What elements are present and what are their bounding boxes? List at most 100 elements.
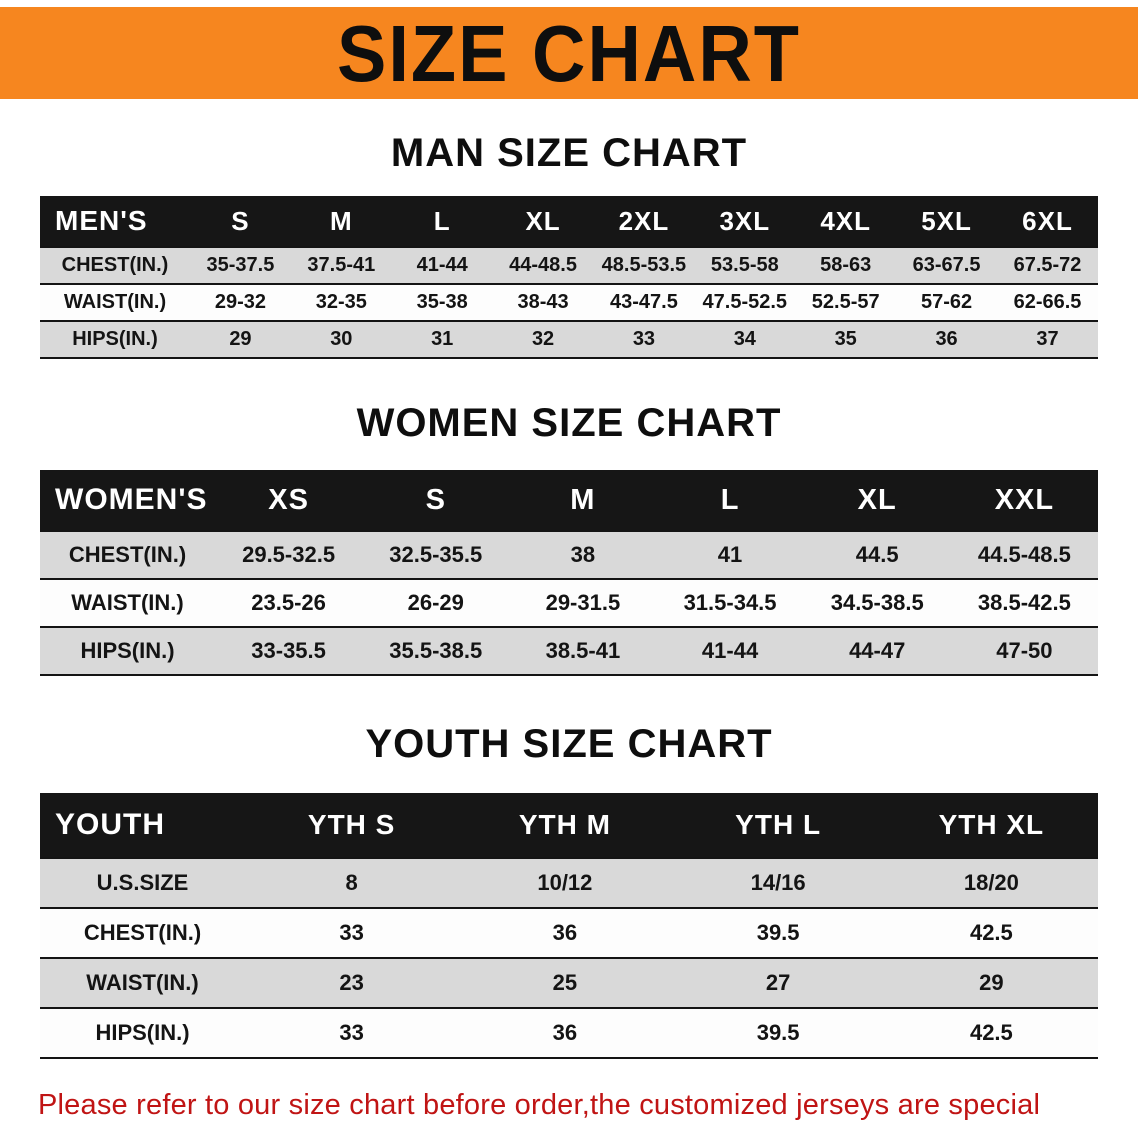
row-label: U.S.SIZE bbox=[96, 870, 189, 895]
row-label: CHEST(IN.) bbox=[83, 920, 202, 945]
column-header: L bbox=[391, 196, 493, 247]
row-label: CHEST(IN.) bbox=[68, 542, 187, 567]
table-corner-label: YOUTH bbox=[40, 793, 245, 858]
table-cell: 67.5-72 bbox=[1013, 254, 1082, 276]
column-header: XS bbox=[215, 470, 363, 531]
table-row: CHEST(IN.) 29.5-32.5 32.5-35.5 38 41 44.5 44.5… bbox=[40, 531, 1098, 579]
column-header: YTH S bbox=[245, 793, 459, 858]
column-header: 6XL bbox=[997, 196, 1098, 247]
table-cell: 42.5 bbox=[969, 920, 1013, 945]
column-header: M bbox=[509, 470, 657, 531]
table-cell: 33-35.5 bbox=[251, 638, 326, 663]
table-cell: 14/16 bbox=[750, 870, 806, 895]
table-cell: 23 bbox=[339, 970, 364, 995]
table-cell: 32.5-35.5 bbox=[389, 542, 483, 567]
table-row: CHEST(IN.) 33 36 39.5 42.5 bbox=[40, 908, 1098, 958]
table-cell: 41-44 bbox=[416, 254, 468, 276]
row-label: WAIST(IN.) bbox=[63, 291, 167, 313]
table-cell: 32 bbox=[531, 328, 555, 350]
column-header: YTH M bbox=[458, 793, 672, 858]
table-header-row: MEN'S S M L XL 2XL 3XL 4XL 5XL 6XL bbox=[40, 196, 1098, 247]
table-cell: 8 bbox=[345, 870, 358, 895]
table-cell: 34 bbox=[733, 328, 756, 350]
table-cell: 37 bbox=[1036, 328, 1059, 350]
table-row: CHEST(IN.) 35-37.5 37.5-41 41-44 44-48.5 48.5… bbox=[40, 247, 1098, 284]
table-cell: 35-37.5 bbox=[206, 254, 275, 276]
table-cell: 38.5-42.5 bbox=[977, 590, 1071, 615]
column-header: 5XL bbox=[896, 196, 997, 247]
table-header-row: YOUTH YTH S YTH M YTH L YTH XL bbox=[40, 793, 1098, 858]
youth-size-section: YOUTH SIZE CHART YOUTH YTH S YTH M YTH L YTH… bbox=[0, 722, 1138, 1059]
table-cell: 38-43 bbox=[517, 291, 569, 313]
column-header: 3XL bbox=[694, 196, 796, 247]
table-cell: 35 bbox=[834, 328, 857, 350]
table-cell: 47-50 bbox=[996, 638, 1053, 663]
column-header: YTH L bbox=[671, 793, 885, 858]
table-header-row: WOMEN'S XS S M L XL XXL bbox=[40, 470, 1098, 531]
table-cell: 41 bbox=[717, 542, 743, 567]
table-cell: 35-38 bbox=[416, 291, 468, 313]
table-cell: 38.5-41 bbox=[545, 638, 621, 663]
column-header: YTH XL bbox=[884, 793, 1098, 858]
table-row: HIPS(IN.) 29 30 31 32 33 34 35 36 37 bbox=[40, 321, 1098, 358]
table-cell: 33 bbox=[632, 328, 656, 350]
table-cell: 27 bbox=[765, 970, 791, 995]
table-cell: 26-29 bbox=[407, 590, 464, 615]
youth-size-table: YOUTH YTH S YTH M YTH L YTH XL U.S.SIZE 8 10/12… bbox=[40, 793, 1098, 1059]
table-cell: 41-44 bbox=[701, 638, 759, 663]
column-header: S bbox=[362, 470, 510, 531]
women-size-section: WOMEN SIZE CHART WOMEN'S XS S M L XL XXL CHEST(… bbox=[0, 401, 1138, 676]
table-cell: 38 bbox=[570, 542, 596, 567]
column-header: 4XL bbox=[795, 196, 897, 247]
men-size-table: MEN'S S M L XL 2XL 3XL 4XL 5XL 6XL CHEST(IN.) 35-37… bbox=[40, 196, 1098, 359]
table-row: U.S.SIZE 8 10/12 14/16 18/20 bbox=[40, 858, 1098, 908]
table-cell: 36 bbox=[552, 1020, 578, 1045]
table-cell: 29.5-32.5 bbox=[242, 542, 336, 567]
table-cell: 44-48.5 bbox=[509, 254, 577, 276]
table-cell: 33 bbox=[339, 920, 364, 945]
women-section-heading: WOMEN SIZE CHART bbox=[356, 401, 782, 445]
table-cell: 23.5-26 bbox=[251, 590, 326, 615]
table-cell: 35.5-38.5 bbox=[389, 638, 483, 663]
table-cell: 25 bbox=[552, 970, 578, 995]
table-cell: 34.5-38.5 bbox=[830, 590, 924, 615]
table-cell: 44.5 bbox=[855, 542, 899, 567]
table-cell: 43-47.5 bbox=[610, 291, 678, 313]
table-row: HIPS(IN.) 33 36 39.5 42.5 bbox=[40, 1008, 1098, 1058]
row-label: HIPS(IN.) bbox=[95, 1020, 190, 1045]
table-cell: 36 bbox=[935, 328, 958, 350]
table-row: WAIST(IN.) 23.5-26 26-29 29-31.5 31.5-34.5 34… bbox=[40, 579, 1098, 627]
table-cell: 39.5 bbox=[756, 1020, 800, 1045]
notice-line-1: Please refer to our size chart before or… bbox=[38, 1089, 1041, 1132]
table-cell: 52.5-57 bbox=[811, 291, 880, 313]
table-corner-label: WOMEN'S bbox=[40, 470, 215, 531]
man-section-heading: MAN SIZE CHART bbox=[390, 131, 748, 175]
table-cell: 33 bbox=[339, 1020, 364, 1045]
column-header: S bbox=[190, 196, 291, 247]
column-header: XL bbox=[492, 196, 594, 247]
man-size-section: MAN SIZE CHART MEN'S S M L XL 2XL 3XL 4XL 5XL 6XL… bbox=[0, 131, 1138, 359]
row-label: CHEST(IN.) bbox=[61, 254, 169, 276]
table-cell: 58-63 bbox=[820, 254, 872, 276]
table-cell: 32-35 bbox=[315, 291, 367, 313]
table-cell: 29 bbox=[229, 328, 252, 350]
youth-section-heading: YOUTH SIZE CHART bbox=[365, 722, 773, 766]
footer-notice: Please refer to our size chart before or… bbox=[38, 1085, 1100, 1132]
table-cell: 39.5 bbox=[756, 920, 800, 945]
table-corner-label: MEN'S bbox=[40, 196, 190, 247]
table-cell: 63-67.5 bbox=[912, 254, 981, 276]
table-cell: 44.5-48.5 bbox=[977, 542, 1071, 567]
column-header: XL bbox=[803, 470, 951, 531]
table-cell: 42.5 bbox=[969, 1020, 1013, 1045]
column-header: M bbox=[290, 196, 392, 247]
table-row: WAIST(IN.) 29-32 32-35 35-38 38-43 43-47.5 47.… bbox=[40, 284, 1098, 321]
table-cell: 31 bbox=[431, 328, 454, 350]
table-cell: 62-66.5 bbox=[1013, 291, 1082, 313]
table-cell: 48.5-53.5 bbox=[601, 254, 687, 276]
table-cell: 44-47 bbox=[849, 638, 906, 663]
table-cell: 53.5-58 bbox=[710, 254, 779, 276]
page-title: SIZE CHART bbox=[337, 8, 801, 98]
size-chart-page: SIZE CHART MAN SIZE CHART MEN'S S M L XL 2XL 3… bbox=[0, 7, 1138, 1132]
table-cell: 36 bbox=[552, 920, 578, 945]
table-cell: 18/20 bbox=[963, 870, 1019, 895]
